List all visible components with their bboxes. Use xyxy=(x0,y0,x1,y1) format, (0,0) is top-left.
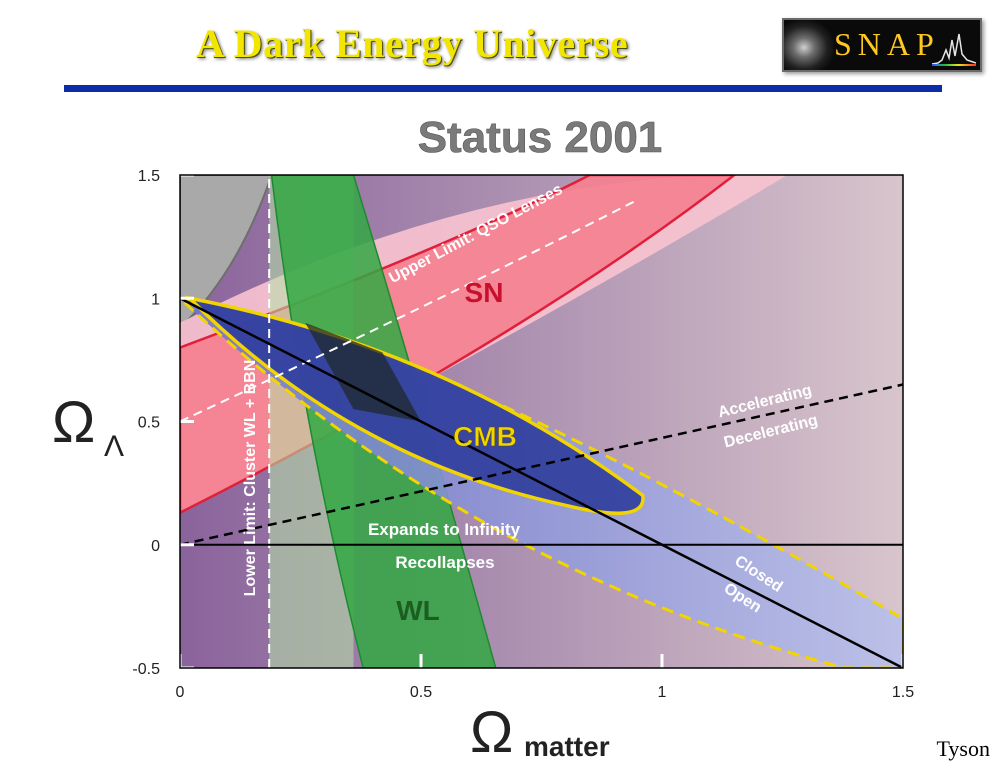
y-tick-label: 1.5 xyxy=(138,168,160,185)
spectrum-icon xyxy=(932,33,976,66)
cluster-wl-bbn-label: Lower Limit: Cluster WL + BBN xyxy=(242,360,259,597)
slide-title: A Dark Energy Universe xyxy=(196,21,629,66)
x-tick-label: 0 xyxy=(176,684,185,701)
chart-title: Status 2001 xyxy=(418,113,663,162)
closed-open-line xyxy=(180,297,903,668)
snap-logo: SNAP xyxy=(782,18,982,72)
overlap-region xyxy=(305,322,421,422)
y-tick-label: 0.5 xyxy=(138,415,160,432)
x-axis-label: Ω matter xyxy=(470,700,610,765)
wl-label: WL xyxy=(396,595,440,626)
y-tick-label: -0.5 xyxy=(132,661,160,678)
y-axis-label: Ω Λ xyxy=(52,390,124,463)
x-tick-label: 1.5 xyxy=(892,684,914,701)
y-tick-label: 0 xyxy=(151,538,160,555)
expands-label: Expands to Infinity xyxy=(368,520,521,539)
accelerating-line xyxy=(180,383,903,546)
cmb-region xyxy=(184,295,645,515)
plot-frame xyxy=(179,174,904,669)
cmb-label: CMB xyxy=(453,421,517,452)
y-axis-symbol: Ω xyxy=(52,390,95,455)
logo-text: SNAP xyxy=(834,26,940,62)
qso-lenses-line xyxy=(180,198,639,423)
recollapses-label: Recollapses xyxy=(395,553,494,572)
y-axis-subscript: Λ xyxy=(104,430,124,463)
x-tick-label: 0.5 xyxy=(410,684,432,701)
sn-label: SN xyxy=(465,277,504,308)
galaxy-image xyxy=(784,20,834,70)
author-credit: Tyson xyxy=(936,736,990,761)
x-axis-subscript: matter xyxy=(524,731,610,762)
x-tick-label: 1 xyxy=(658,684,667,701)
x-axis-symbol: Ω xyxy=(470,700,513,765)
title-divider xyxy=(64,85,942,92)
y-tick-label: 1 xyxy=(151,291,160,308)
